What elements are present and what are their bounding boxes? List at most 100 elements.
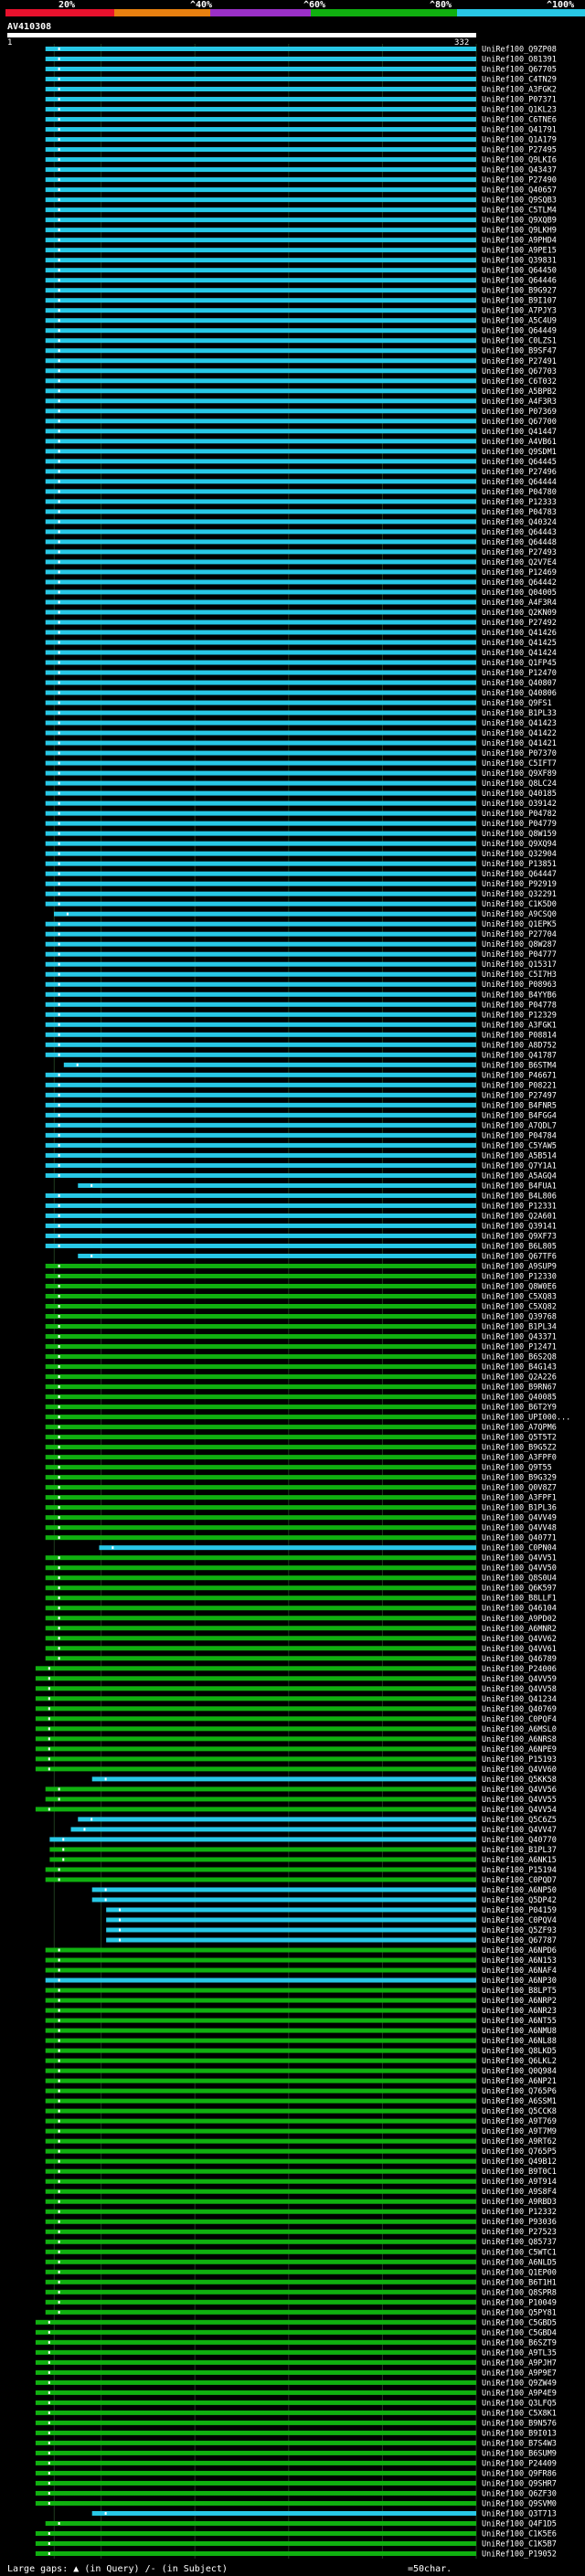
alignment-bar[interactable]	[35, 1666, 476, 1671]
subject-id-label[interactable]: UniRef100_C5TLM4	[482, 207, 557, 216]
subject-id-label[interactable]: UniRef100_Q40771	[482, 1534, 557, 1543]
alignment-bar[interactable]	[106, 1927, 476, 1933]
subject-id-label[interactable]: UniRef100_Q9LKH9	[482, 227, 557, 236]
subject-id-label[interactable]: UniRef100_Q0Q984	[482, 2067, 557, 2076]
subject-id-label[interactable]: UniRef100_A5AGQ4	[482, 1171, 557, 1181]
alignment-bar[interactable]	[45, 2168, 476, 2174]
subject-id-label[interactable]: UniRef100_Q9XQB9	[482, 217, 557, 226]
subject-id-label[interactable]: UniRef100_B4L806	[482, 1192, 557, 1201]
alignment-bar[interactable]	[45, 147, 476, 153]
alignment-bar[interactable]	[45, 2229, 476, 2234]
subject-id-label[interactable]: UniRef100_Q40085	[482, 1394, 557, 1403]
subject-id-label[interactable]: UniRef100_A5C4U9	[482, 317, 557, 326]
alignment-bar[interactable]	[45, 107, 476, 112]
alignment-bar[interactable]	[45, 1555, 476, 1561]
alignment-bar[interactable]	[45, 1102, 476, 1108]
subject-id-label[interactable]: UniRef100_Q4VV59	[482, 1675, 557, 1684]
subject-id-label[interactable]: UniRef100_P08963	[482, 981, 557, 990]
subject-id-label[interactable]: UniRef100_C1K5E6	[482, 2529, 557, 2539]
subject-id-label[interactable]: UniRef100_A6NP50	[482, 1886, 557, 1895]
alignment-bar[interactable]	[45, 1575, 476, 1581]
subject-id-label[interactable]: UniRef100_Q8LKD5	[482, 2047, 557, 2056]
alignment-bar[interactable]	[45, 941, 476, 947]
alignment-bar[interactable]	[45, 971, 476, 977]
alignment-bar[interactable]	[45, 1425, 476, 1430]
alignment-bar[interactable]	[45, 388, 476, 394]
subject-id-label[interactable]: UniRef100_A6NMU8	[482, 2027, 557, 2036]
subject-id-label[interactable]: UniRef100_A3FPF1	[482, 1494, 557, 1503]
subject-id-label[interactable]: UniRef100_A9SUP9	[482, 1262, 557, 1271]
subject-id-label[interactable]: UniRef100_B6T1H1	[482, 2278, 557, 2287]
subject-id-label[interactable]: UniRef100_A4F3R3	[482, 398, 557, 407]
alignment-bar[interactable]	[45, 308, 476, 313]
subject-id-label[interactable]: UniRef100_Q64447	[482, 870, 557, 879]
subject-id-label[interactable]: UniRef100_Q3T713	[482, 2509, 557, 2518]
subject-id-label[interactable]: UniRef100_B7S4W3	[482, 2439, 557, 2448]
alignment-bar[interactable]	[45, 1022, 476, 1027]
alignment-bar[interactable]	[45, 1304, 476, 1309]
subject-id-label[interactable]: UniRef100_A7QDL7	[482, 1121, 557, 1130]
alignment-bar[interactable]	[45, 770, 476, 776]
alignment-bar[interactable]	[45, 298, 476, 303]
subject-id-label[interactable]: UniRef100_UPI000...	[482, 1414, 570, 1423]
subject-id-label[interactable]: UniRef100_P12330	[482, 1272, 557, 1281]
alignment-bar[interactable]	[45, 358, 476, 364]
alignment-bar[interactable]	[45, 1072, 476, 1077]
alignment-bar[interactable]	[45, 1012, 476, 1017]
subject-id-label[interactable]: UniRef100_A6N153	[482, 1956, 557, 1966]
alignment-bar[interactable]	[45, 1344, 476, 1350]
alignment-bar[interactable]	[45, 720, 476, 726]
alignment-bar[interactable]	[45, 710, 476, 716]
subject-id-label[interactable]: UniRef100_Q9SQB3	[482, 196, 557, 206]
alignment-bar[interactable]	[45, 680, 476, 685]
alignment-bar[interactable]	[45, 891, 476, 896]
subject-id-label[interactable]: UniRef100_Q40807	[482, 679, 557, 688]
subject-id-label[interactable]: UniRef100_A6NL88	[482, 2037, 557, 2046]
alignment-bar[interactable]	[45, 1162, 476, 1168]
subject-id-label[interactable]: UniRef100_Q41421	[482, 739, 557, 748]
subject-id-label[interactable]: UniRef100_Q8W0E6	[482, 1282, 557, 1291]
subject-id-label[interactable]: UniRef100_A8D752	[482, 1041, 557, 1050]
subject-id-label[interactable]: UniRef100_Q64442	[482, 578, 557, 588]
alignment-bar[interactable]	[35, 2460, 476, 2465]
subject-id-label[interactable]: UniRef100_P27704	[482, 930, 557, 939]
subject-id-label[interactable]: UniRef100_A4F3R4	[482, 599, 557, 608]
subject-id-label[interactable]: UniRef100_P27497	[482, 1091, 557, 1100]
alignment-bar[interactable]	[35, 2339, 476, 2345]
alignment-bar[interactable]	[45, 1092, 476, 1097]
alignment-bar[interactable]	[45, 1142, 476, 1148]
alignment-bar[interactable]	[45, 2158, 476, 2164]
alignment-bar[interactable]	[45, 228, 476, 233]
subject-id-label[interactable]: UniRef100_Q5CCK8	[482, 2107, 557, 2116]
subject-id-label[interactable]: UniRef100_P04784	[482, 1131, 557, 1140]
alignment-bar[interactable]	[45, 278, 476, 283]
subject-id-label[interactable]: UniRef100_A9T769	[482, 2117, 557, 2126]
alignment-bar[interactable]	[45, 2249, 476, 2254]
subject-id-label[interactable]: UniRef100_B4FGG4	[482, 1111, 557, 1120]
subject-id-label[interactable]: UniRef100_Q67TF6	[482, 1252, 557, 1261]
alignment-bar[interactable]	[35, 2359, 476, 2365]
alignment-bar[interactable]	[45, 2189, 476, 2194]
alignment-bar[interactable]	[45, 1495, 476, 1500]
alignment-bar[interactable]	[45, 177, 476, 183]
alignment-bar[interactable]	[45, 1172, 476, 1178]
subject-id-label[interactable]: UniRef100_A9PE15	[482, 247, 557, 256]
alignment-bar[interactable]	[35, 2490, 476, 2496]
alignment-bar[interactable]	[35, 1756, 476, 1762]
subject-id-label[interactable]: UniRef100_A6MNR2	[482, 1625, 557, 1634]
subject-id-label[interactable]: UniRef100_Q67700	[482, 418, 557, 427]
subject-id-label[interactable]: UniRef100_B9G5Z2	[482, 1444, 557, 1453]
alignment-bar[interactable]	[45, 1967, 476, 1973]
subject-id-label[interactable]: UniRef100_Q4VV50	[482, 1564, 557, 1574]
subject-id-label[interactable]: UniRef100_Q40185	[482, 790, 557, 799]
alignment-bar[interactable]	[45, 2279, 476, 2284]
subject-id-label[interactable]: UniRef100_B8LPT5	[482, 1987, 557, 1996]
subject-id-label[interactable]: UniRef100_A3FGK2	[482, 86, 557, 95]
subject-id-label[interactable]: UniRef100_C5YAW5	[482, 1141, 557, 1150]
alignment-bar[interactable]	[91, 1897, 476, 1903]
subject-id-label[interactable]: UniRef100_P04777	[482, 950, 557, 959]
subject-id-label[interactable]: UniRef100_P12470	[482, 669, 557, 678]
alignment-bar[interactable]	[45, 2098, 476, 2104]
subject-id-label[interactable]: UniRef100_A6NPE9	[482, 1745, 557, 1754]
subject-id-label[interactable]: UniRef100_P12332	[482, 2208, 557, 2217]
